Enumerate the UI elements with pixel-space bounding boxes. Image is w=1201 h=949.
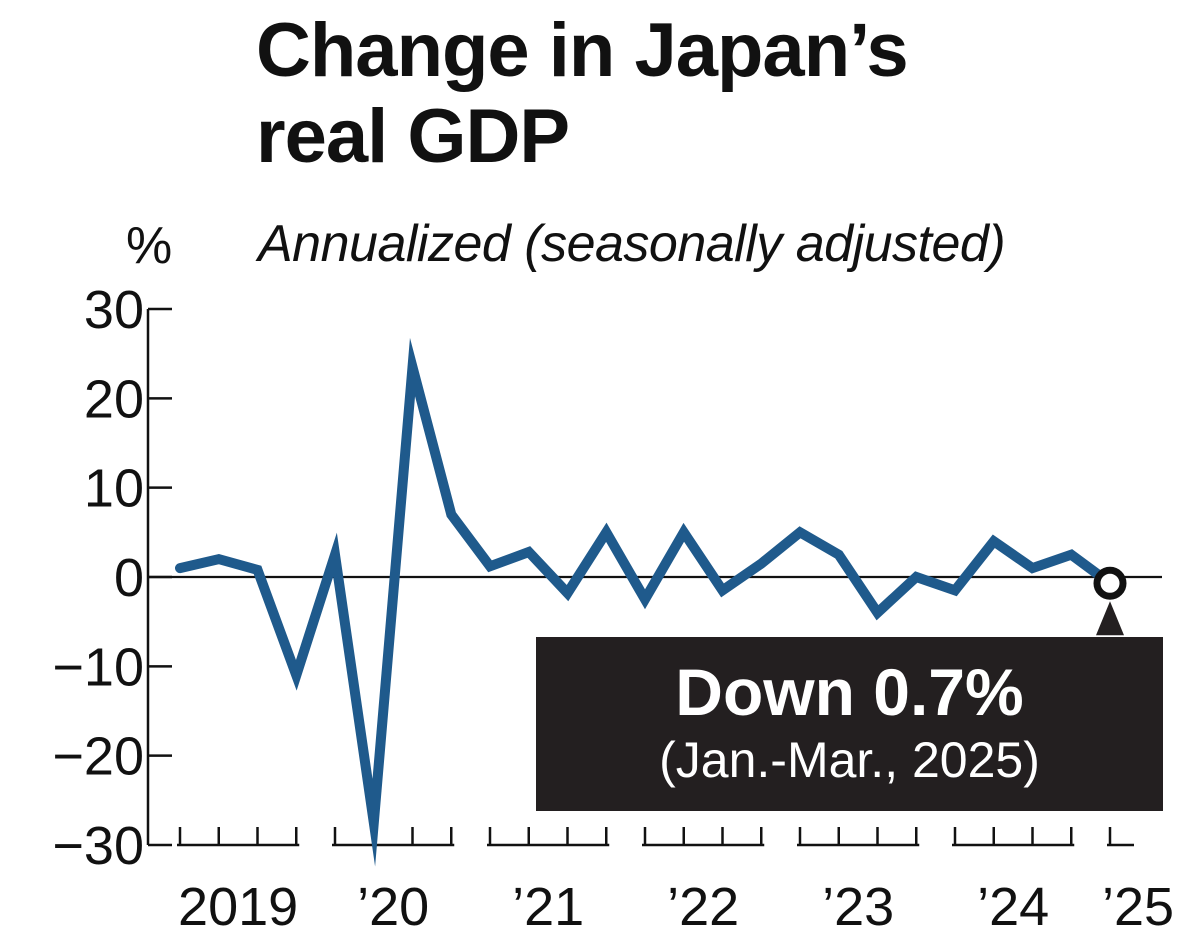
callout-pointer bbox=[1096, 601, 1124, 636]
x-year-label: ’21 bbox=[512, 877, 584, 937]
x-year-label: ’24 bbox=[977, 877, 1049, 937]
latest-value-callout: Down 0.7% (Jan.-Mar., 2025) bbox=[536, 637, 1163, 811]
x-year-label: ’20 bbox=[357, 877, 429, 937]
chart-title-line-1: Change in Japan’s bbox=[256, 8, 909, 93]
x-year-label: ’23 bbox=[822, 877, 894, 937]
y-tick-label: −10 bbox=[52, 637, 144, 697]
x-year-label: ’22 bbox=[667, 877, 739, 937]
chart-title: Change in Japan’s real GDP bbox=[256, 8, 909, 180]
callout-subtitle: (Jan.-Mar., 2025) bbox=[659, 732, 1040, 788]
latest-point-marker bbox=[1093, 566, 1127, 600]
x-year-label: ’25 bbox=[1102, 877, 1174, 937]
y-tick-label: 30 bbox=[84, 280, 144, 340]
gdp-series-line bbox=[175, 337, 1115, 867]
y-tick-label: 10 bbox=[84, 459, 144, 519]
y-axis-unit-label: % bbox=[126, 217, 173, 275]
y-tick-label: 0 bbox=[114, 548, 144, 608]
y-tick-label: −30 bbox=[52, 816, 144, 876]
y-tick-label: −20 bbox=[52, 727, 144, 787]
callout-title: Down 0.7% bbox=[675, 655, 1024, 729]
x-year-label: 2019 bbox=[178, 877, 298, 937]
chart-subtitle: Annualized (seasonally adjusted) bbox=[258, 215, 1006, 273]
chart-title-line-2: real GDP bbox=[256, 94, 570, 179]
y-tick-label: 20 bbox=[84, 369, 144, 429]
